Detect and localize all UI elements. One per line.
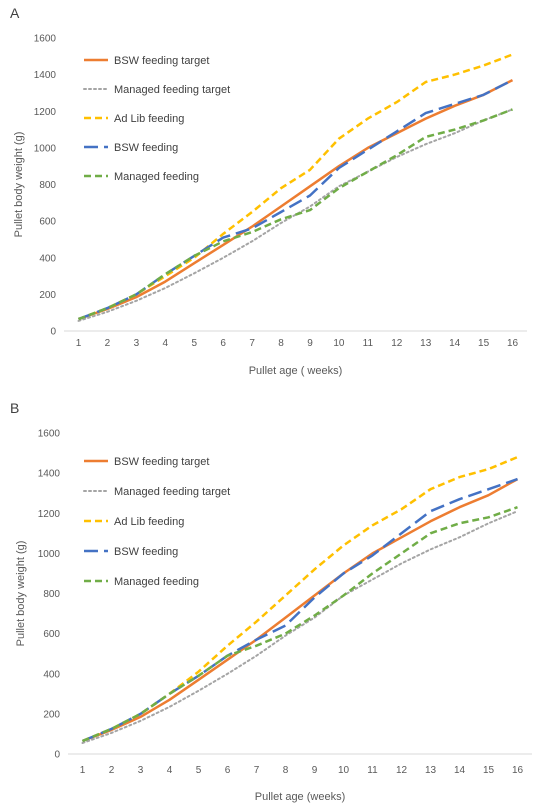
x-tick-label: 15 — [478, 338, 490, 349]
x-tick-label: 5 — [191, 338, 197, 349]
x-tick-label: 5 — [196, 765, 202, 776]
x-tick-label: 1 — [80, 765, 86, 776]
legend-label: BSW feeding target — [114, 55, 209, 67]
x-tick-label: 16 — [512, 765, 524, 776]
y-axis-title: Pullet body weight (g) — [15, 541, 27, 647]
x-tick-label: 1 — [76, 338, 82, 349]
y-tick-label: 1600 — [38, 429, 61, 440]
y-tick-label: 200 — [39, 290, 56, 301]
x-tick-label: 12 — [396, 765, 408, 776]
x-tick-label: 7 — [249, 338, 255, 349]
y-tick-label: 800 — [39, 180, 56, 191]
x-tick-label: 6 — [225, 765, 231, 776]
x-tick-label: 15 — [483, 765, 495, 776]
panel-label: A — [10, 5, 20, 21]
x-tick-label: 3 — [138, 765, 144, 776]
y-tick-label: 600 — [39, 217, 56, 228]
y-axis-title: Pullet body weight (g) — [13, 132, 25, 238]
legend-label: Managed feeding target — [114, 84, 230, 96]
x-tick-label: 3 — [134, 338, 140, 349]
y-tick-label: 800 — [43, 589, 60, 600]
legend-label: BSW feeding — [114, 142, 178, 154]
y-tick-label: 0 — [54, 750, 60, 761]
y-tick-label: 1600 — [34, 34, 57, 45]
legend-label: BSW feeding — [114, 546, 178, 558]
legend-label: BSW feeding target — [114, 456, 209, 468]
y-tick-label: 400 — [39, 253, 56, 264]
series-line-ad-lib-feeding — [82, 455, 518, 743]
y-tick-label: 400 — [43, 669, 60, 680]
legend-label: Managed feeding — [114, 171, 199, 183]
x-tick-label: 10 — [338, 765, 350, 776]
x-tick-label: 6 — [220, 338, 226, 349]
x-tick-label: 14 — [449, 338, 461, 349]
x-tick-label: 4 — [167, 765, 173, 776]
x-tick-label: 2 — [109, 765, 115, 776]
y-tick-label: 1000 — [34, 143, 57, 154]
y-tick-label: 1400 — [34, 70, 57, 81]
x-tick-label: 10 — [333, 338, 345, 349]
legend-label: Managed feeding target — [114, 486, 230, 498]
x-axis-title: Pullet age ( weeks) — [249, 365, 343, 377]
series-line-managed-feeding — [78, 108, 513, 321]
series-line-bsw-feeding-target — [82, 478, 519, 743]
series-line-managed-feeding — [82, 506, 518, 743]
series-line-managed-feeding-target — [81, 510, 519, 744]
legend-label: Ad Lib feeding — [114, 113, 184, 125]
x-tick-label: 8 — [283, 765, 289, 776]
x-tick-label: 7 — [254, 765, 260, 776]
x-tick-label: 8 — [278, 338, 284, 349]
x-tick-label: 11 — [367, 765, 378, 776]
x-tick-label: 12 — [391, 338, 403, 349]
x-tick-label: 14 — [454, 765, 466, 776]
y-tick-label: 600 — [43, 629, 60, 640]
series-line-bsw-feeding-target — [78, 78, 514, 321]
x-tick-label: 11 — [363, 338, 374, 349]
x-tick-label: 2 — [105, 338, 111, 349]
x-axis-title: Pullet age (weeks) — [255, 791, 346, 803]
y-tick-label: 1400 — [38, 469, 61, 480]
x-tick-label: 9 — [307, 338, 313, 349]
x-tick-label: 9 — [312, 765, 318, 776]
legend: BSW feeding target Managed feeding target… — [83, 55, 230, 183]
panel-label: B — [10, 400, 19, 416]
legend-label: Ad Lib feeding — [114, 516, 184, 528]
legend: BSW feeding target Managed feeding target… — [83, 456, 230, 588]
y-tick-label: 0 — [50, 327, 56, 338]
x-tick-label: 16 — [507, 338, 519, 349]
x-tick-label: 13 — [420, 338, 432, 349]
y-tick-label: 1200 — [34, 107, 57, 118]
x-tick-label: 4 — [163, 338, 169, 349]
y-tick-label: 1200 — [38, 509, 61, 520]
y-tick-label: 1000 — [38, 549, 61, 560]
legend-label: Managed feeding — [114, 576, 199, 588]
y-tick-label: 200 — [43, 709, 60, 720]
x-tick-label: 13 — [425, 765, 437, 776]
